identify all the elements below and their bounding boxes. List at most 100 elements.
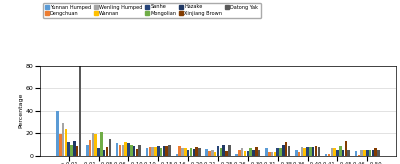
Bar (100, 132, 103, 156)
Bar (285, 142, 288, 156)
Bar (94, 134, 97, 156)
Bar (148, 147, 151, 156)
Bar (214, 152, 216, 156)
Bar (252, 150, 255, 156)
Bar (358, 155, 360, 156)
Bar (146, 148, 148, 156)
Bar (372, 150, 374, 156)
Bar (345, 141, 347, 156)
Bar (89, 140, 91, 156)
Bar (160, 148, 162, 156)
Bar (279, 148, 282, 156)
Bar (328, 154, 330, 156)
Bar (62, 123, 64, 156)
Bar (133, 146, 135, 156)
Bar (312, 147, 314, 156)
Bar (255, 147, 258, 156)
Bar (73, 141, 76, 156)
Bar (157, 146, 160, 156)
Bar (130, 144, 132, 156)
Bar (276, 148, 279, 156)
Bar (59, 134, 62, 156)
Bar (306, 147, 309, 156)
Bar (222, 144, 225, 156)
Y-axis label: Percentage: Percentage (18, 93, 23, 128)
Bar (318, 147, 320, 156)
Bar (265, 148, 268, 156)
Bar (178, 146, 181, 156)
Bar (333, 148, 336, 156)
Bar (241, 148, 244, 156)
Bar (363, 150, 366, 156)
Bar (116, 143, 118, 156)
Bar (103, 150, 106, 156)
Bar (198, 148, 201, 156)
Bar (348, 150, 350, 156)
Bar (122, 144, 124, 156)
Bar (124, 142, 127, 156)
Bar (168, 144, 171, 156)
Bar (228, 144, 230, 156)
Bar (309, 147, 312, 156)
Bar (225, 151, 228, 156)
Bar (65, 129, 67, 156)
Bar (274, 152, 276, 156)
Bar (339, 146, 342, 156)
Bar (138, 144, 141, 156)
Bar (211, 150, 214, 156)
Bar (79, 66, 81, 156)
Bar (282, 144, 285, 156)
Bar (369, 150, 371, 156)
Legend: Yunnan Humped, Dengchuan, Wenling Humped, Wannan, Sanhe, Mongolian, Hazake, Xinj: Yunnan Humped, Dengchuan, Wenling Humped… (42, 2, 260, 18)
Bar (244, 151, 246, 156)
Bar (250, 148, 252, 156)
Bar (163, 146, 165, 156)
Bar (325, 154, 328, 156)
Bar (246, 151, 249, 156)
Bar (342, 150, 344, 156)
Bar (271, 152, 273, 156)
Bar (238, 150, 241, 156)
Bar (92, 133, 94, 156)
Bar (220, 148, 222, 156)
Bar (166, 146, 168, 156)
Bar (315, 146, 317, 156)
Bar (268, 152, 270, 156)
Bar (195, 147, 198, 156)
Bar (68, 142, 70, 156)
Bar (298, 152, 300, 156)
Bar (258, 150, 260, 156)
Bar (181, 148, 184, 156)
Bar (217, 146, 219, 156)
Bar (151, 147, 154, 156)
Bar (176, 154, 178, 156)
Bar (336, 150, 339, 156)
Bar (106, 147, 108, 156)
Bar (76, 146, 78, 156)
Bar (377, 150, 380, 156)
Bar (208, 151, 211, 156)
Bar (355, 151, 357, 156)
Bar (97, 148, 100, 156)
Bar (154, 147, 157, 156)
Bar (190, 148, 192, 156)
Bar (235, 154, 238, 156)
Bar (187, 150, 190, 156)
Bar (70, 144, 73, 156)
Bar (295, 150, 298, 156)
Bar (86, 144, 88, 156)
Bar (192, 149, 195, 156)
Bar (119, 144, 121, 156)
Bar (206, 149, 208, 156)
Bar (288, 146, 290, 156)
Bar (301, 147, 303, 156)
Bar (374, 148, 377, 156)
Bar (330, 148, 333, 156)
Bar (136, 149, 138, 156)
Bar (56, 111, 59, 156)
Bar (108, 139, 111, 156)
Bar (366, 150, 368, 156)
Bar (360, 150, 363, 156)
Bar (127, 143, 130, 156)
Bar (184, 148, 186, 156)
